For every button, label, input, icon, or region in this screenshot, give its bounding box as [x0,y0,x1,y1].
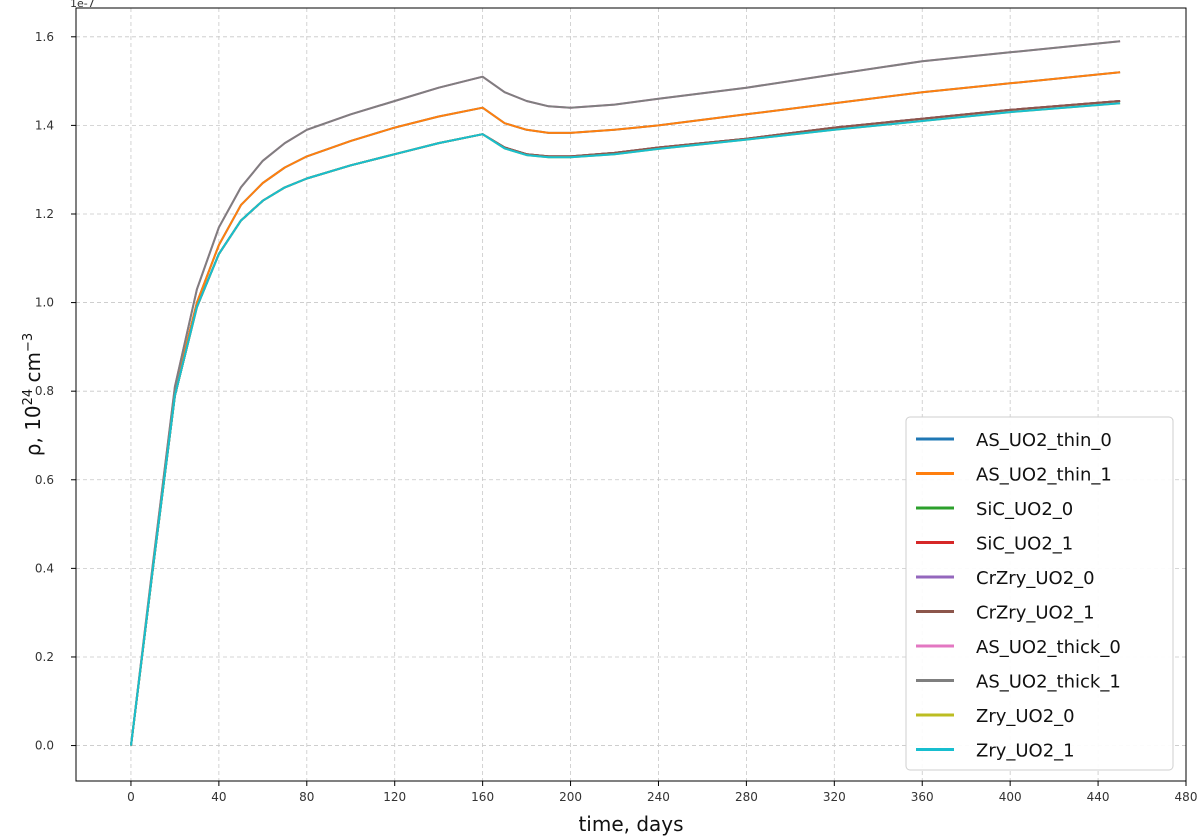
y-tick-label: 0.8 [35,384,54,398]
x-axis-label: time, days [578,812,683,836]
legend-box [905,416,1174,771]
legend-label: AS_UO2_thick_1 [976,672,1121,693]
series-line-AS_UO2_thick_1 [130,40,1121,746]
x-tick-label: 120 [383,790,406,804]
legend: AS_UO2_thin_0 AS_UO2_thin_1 SiC_UO2_0 SiC_U… [905,416,1174,771]
legend-label: AS_UO2_thick_0 [976,637,1121,658]
y-axis-label-unit: cm [21,352,45,389]
x-tick-label: 280 [735,790,758,804]
legend-label: CrZry_UO2_0 [976,568,1095,589]
y-tick-label: 0.4 [35,561,54,575]
legend-label: AS_UO2_thin_0 [976,430,1112,451]
y-offset-text: 1e-7 [70,0,95,10]
x-tick-label: 0 [127,790,135,804]
y-axis-ticks: 0.0 0.2 0.4 0.6 0.8 1.0 1.2 1.4 1.6 [35,30,76,753]
legend-label: AS_UO2_thin_1 [976,465,1112,486]
legend-label: SiC_UO2_0 [976,499,1073,520]
x-tick-label: 200 [559,790,582,804]
series-line-AS_UO2_thin_1 [130,71,1121,746]
x-tick-label: 440 [1087,790,1110,804]
y-tick-label: 0.6 [35,473,54,487]
y-axis-label-prefix: ρ, 10 [21,405,45,456]
y-tick-label: 1.4 [35,118,54,132]
series-lines [130,40,1121,746]
x-tick-label: 160 [471,790,494,804]
y-tick-label: 0.0 [35,739,54,753]
legend-label: CrZry_UO2_1 [976,603,1095,624]
y-axis-label: ρ, 1024 cm−3 [21,333,45,456]
y-tick-label: 1.2 [35,207,54,221]
legend-label: Zry_UO2_1 [976,741,1075,762]
y-axis-label-exp: 24 [21,389,36,406]
series-line-Zry_UO2_1 [130,102,1121,746]
x-tick-label: 480 [1175,790,1198,804]
y-tick-label: 0.2 [35,650,54,664]
y-axis-label-unit-exp: −3 [21,333,36,352]
x-axis-ticks: 0 40 80 120 160 200 240 280 320 360 400 440 480 [127,781,1197,804]
x-tick-label: 400 [999,790,1022,804]
x-tick-label: 360 [911,790,934,804]
x-tick-label: 80 [299,790,314,804]
x-tick-label: 240 [647,790,670,804]
y-tick-label: 1.0 [35,296,54,310]
legend-label: SiC_UO2_1 [976,534,1073,555]
x-tick-label: 40 [211,790,226,804]
y-tick-label: 1.6 [35,30,54,44]
x-tick-label: 320 [823,790,846,804]
legend-label: Zry_UO2_0 [976,706,1075,727]
plot-frame [75,7,1187,782]
